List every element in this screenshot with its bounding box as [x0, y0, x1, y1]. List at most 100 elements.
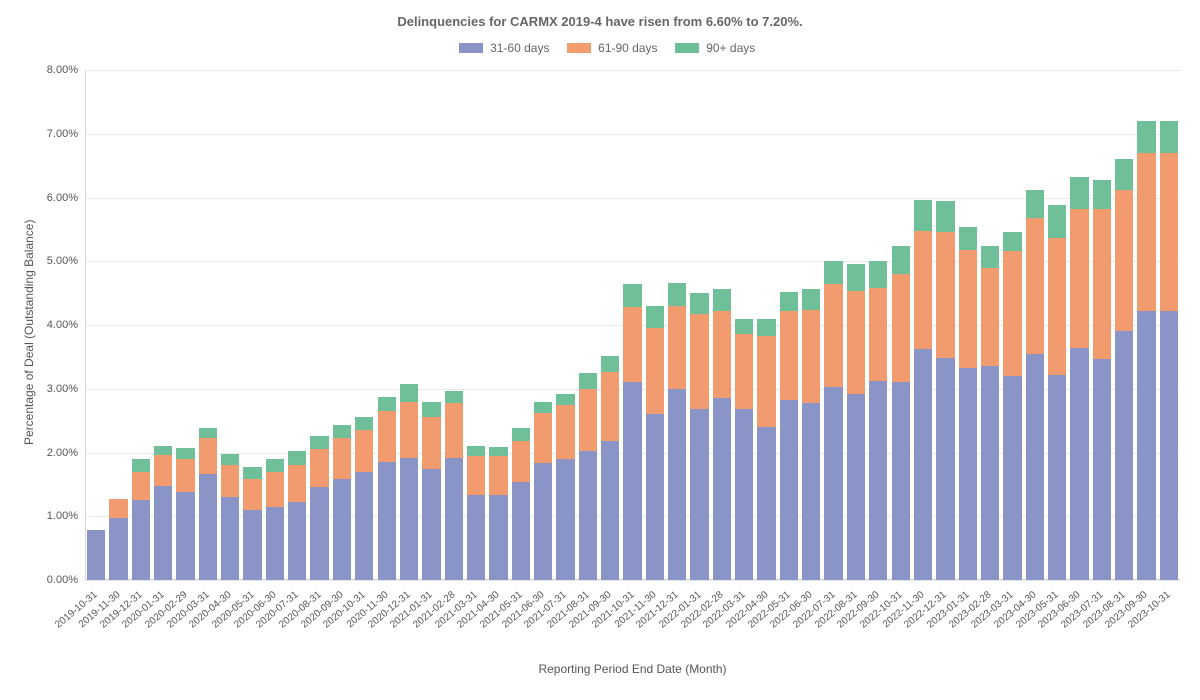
bar-segment-d90p	[221, 454, 239, 465]
bar-segment-d61_90	[1026, 218, 1044, 354]
bar-segment-d90p	[534, 402, 552, 413]
bar-segment-d90p	[824, 261, 842, 284]
bar-segment-d61_90	[1115, 190, 1133, 332]
bar-segment-d61_90	[892, 274, 910, 382]
bar-segment-d61_90	[824, 284, 842, 387]
bar-segment-d31_60	[288, 502, 306, 580]
bar-segment-d90p	[154, 446, 172, 456]
bar-segment-d31_60	[109, 518, 127, 580]
bar	[869, 261, 887, 580]
bar-segment-d61_90	[176, 459, 194, 492]
y-tick-label: 1.00%	[30, 510, 78, 522]
bar-segment-d61_90	[690, 314, 708, 410]
bar	[959, 227, 977, 580]
bar	[623, 284, 641, 580]
bar-segment-d90p	[176, 448, 194, 459]
bar	[288, 451, 306, 580]
bar	[422, 402, 440, 581]
bar-segment-d90p	[1137, 121, 1155, 153]
bar-segment-d90p	[1026, 190, 1044, 218]
bar-segment-d31_60	[512, 482, 530, 580]
bar-segment-d90p	[646, 306, 664, 328]
y-tick-label: 8.00%	[30, 64, 78, 76]
bar-segment-d61_90	[780, 311, 798, 400]
bar-segment-d31_60	[534, 463, 552, 580]
bar-segment-d31_60	[176, 492, 194, 580]
bar	[690, 293, 708, 580]
bar-segment-d31_60	[936, 358, 954, 580]
bar-segment-d31_60	[154, 486, 172, 580]
bar-segment-d31_60	[668, 389, 686, 580]
bar	[757, 319, 775, 580]
bar-segment-d61_90	[266, 472, 284, 507]
bar-segment-d90p	[266, 459, 284, 472]
bar-segment-d61_90	[646, 328, 664, 415]
bar-segment-d90p	[1048, 205, 1066, 238]
bar-segment-d31_60	[1093, 359, 1111, 580]
bar-segment-d31_60	[1003, 376, 1021, 580]
bar-segment-d31_60	[556, 459, 574, 580]
bar-segment-d61_90	[1160, 153, 1178, 311]
bar-segment-d61_90	[869, 288, 887, 381]
bar	[802, 289, 820, 580]
legend-label-61-90: 61-90 days	[598, 41, 657, 55]
bar	[1048, 205, 1066, 580]
bar-segment-d90p	[802, 289, 820, 309]
bar-segment-d61_90	[981, 268, 999, 366]
bar-segment-d61_90	[445, 403, 463, 458]
bar-segment-d90p	[668, 283, 686, 306]
bar	[892, 246, 910, 580]
y-gridline	[85, 70, 1180, 71]
bar-segment-d61_90	[936, 232, 954, 358]
bar	[512, 428, 530, 580]
bar-segment-d90p	[847, 264, 865, 291]
bar-segment-d31_60	[355, 472, 373, 580]
bar	[646, 306, 664, 580]
bar-segment-d31_60	[780, 400, 798, 580]
bar-segment-d61_90	[1093, 209, 1111, 359]
bar-segment-d61_90	[1070, 209, 1088, 348]
bar-segment-d90p	[132, 459, 150, 472]
y-tick-label: 0.00%	[30, 574, 78, 586]
bar-segment-d31_60	[400, 458, 418, 580]
bar-segment-d61_90	[579, 389, 597, 451]
bar-segment-d61_90	[400, 402, 418, 458]
bar	[601, 356, 619, 580]
bar-segment-d90p	[1115, 159, 1133, 190]
bar-segment-d61_90	[713, 311, 731, 398]
bar-segment-d90p	[199, 428, 217, 438]
bar-segment-d31_60	[847, 394, 865, 580]
bar-segment-d31_60	[87, 530, 105, 580]
bar-segment-d31_60	[579, 451, 597, 580]
bar-segment-d31_60	[735, 409, 753, 580]
bar-segment-d31_60	[959, 368, 977, 580]
bar	[668, 283, 686, 580]
bar	[824, 261, 842, 580]
bar-segment-d31_60	[243, 510, 261, 580]
delinquency-chart: Delinquencies for CARMX 2019-4 have rise…	[0, 0, 1200, 700]
bar-segment-d31_60	[601, 441, 619, 580]
bar-segment-d90p	[780, 292, 798, 311]
bar-segment-d90p	[400, 384, 418, 402]
bar-segment-d61_90	[109, 499, 127, 518]
bar-segment-d61_90	[534, 413, 552, 463]
bar	[467, 446, 485, 580]
bar-segment-d90p	[601, 356, 619, 373]
bar	[221, 454, 239, 580]
bar-segment-d61_90	[802, 310, 820, 403]
bar	[400, 384, 418, 580]
bar	[266, 459, 284, 580]
y-gridline	[85, 134, 1180, 135]
bar-segment-d61_90	[199, 438, 217, 474]
bar-segment-d90p	[936, 201, 954, 232]
bar	[333, 425, 351, 580]
bar-segment-d61_90	[333, 438, 351, 479]
bar	[780, 292, 798, 580]
bar-segment-d90p	[512, 428, 530, 441]
bar-segment-d61_90	[668, 306, 686, 389]
bar-segment-d31_60	[757, 427, 775, 580]
bar-segment-d61_90	[1048, 238, 1066, 374]
bar-segment-d31_60	[467, 495, 485, 580]
bar	[713, 289, 731, 580]
bar-segment-d90p	[310, 436, 328, 449]
